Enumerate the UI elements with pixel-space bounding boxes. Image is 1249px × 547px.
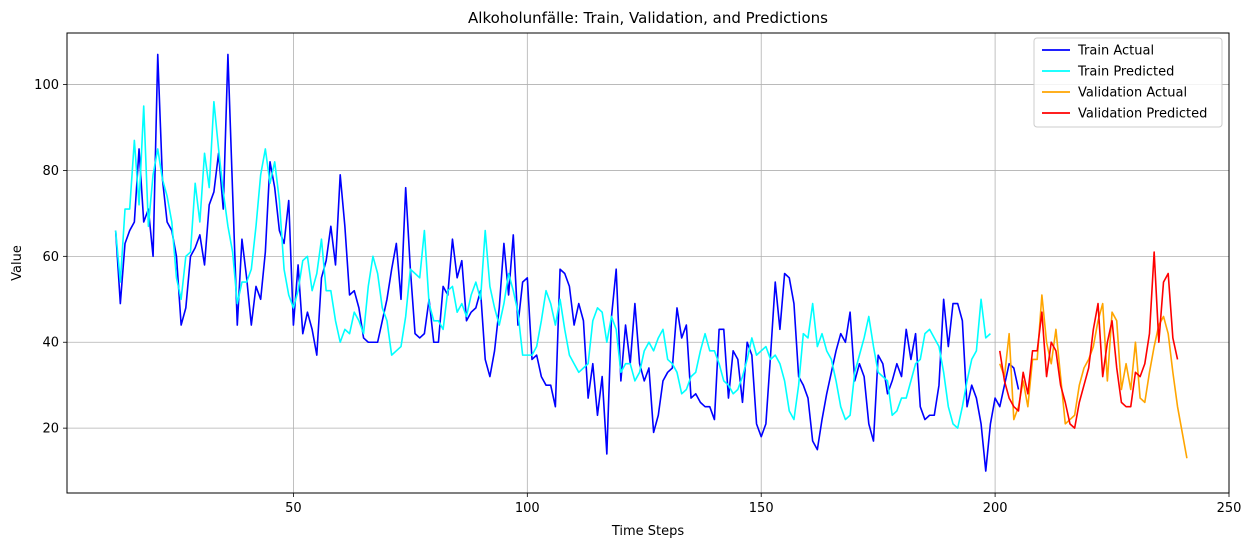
y-tick-label: 100: [34, 78, 59, 93]
series-line-validation-actual: [999, 294, 1188, 459]
legend-label-validation-predicted: Validation Predicted: [1078, 107, 1207, 122]
x-tick-label: 200: [983, 501, 1008, 516]
x-tick-label: 150: [749, 501, 774, 516]
x-tick-label: 50: [285, 501, 302, 516]
y-tick-label: 40: [42, 336, 59, 351]
y-tick-label: 20: [42, 422, 59, 437]
series-layer: [114, 53, 1188, 472]
y-tick-label: 60: [42, 250, 59, 265]
x-tick-label: 250: [1217, 501, 1242, 516]
y-axis-label: Value: [10, 245, 25, 281]
x-axis-label: Time Steps: [611, 524, 685, 539]
legend-label-train-predicted: Train Predicted: [1077, 65, 1174, 80]
series-line-train-actual: [114, 53, 1020, 472]
y-tick-label: 80: [42, 164, 59, 179]
chart-title: Alkoholunfälle: Train, Validation, and P…: [468, 9, 828, 27]
x-axis-ticks: 50 100 150 200 250: [285, 493, 1241, 516]
legend-label-train-actual: Train Actual: [1077, 44, 1154, 59]
legend-frame: [1033, 37, 1223, 128]
y-axis-ticks: 20 40 60 80 100: [34, 78, 67, 437]
legend-label-validation-actual: Validation Actual: [1078, 86, 1187, 101]
legend: Train Actual Train Predicted Validation Ac…: [1033, 37, 1223, 128]
plot-frame: [66, 32, 1230, 494]
series-line-train-predicted: [114, 100, 991, 429]
series-line-validation-predicted: [998, 251, 1179, 429]
x-tick-label: 100: [515, 501, 540, 516]
